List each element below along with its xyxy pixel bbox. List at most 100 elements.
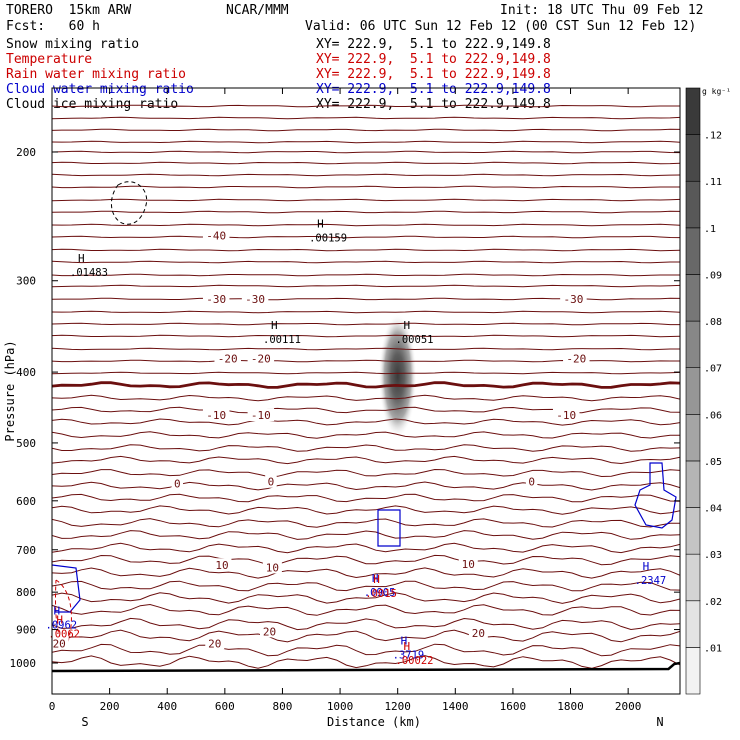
x-tick-label: 800 [273,700,293,713]
y-tick-label: 900 [16,624,36,637]
maximum-value-label: .00159 [309,232,347,244]
y-tick-label: 400 [16,366,36,379]
isotherm-line [52,580,680,592]
x-tick-label: 1000 [327,700,354,713]
isotherm-line [52,185,680,189]
colorbar-tick-label: .02 [704,597,722,608]
colorbar-bin [685,227,701,275]
x-tick-label: 2000 [615,700,642,713]
field-xy-cloud-water: XY= 222.9, 5.1 to 222.9,149.8 [316,82,551,97]
isotherm-line [52,481,680,491]
maximum-marker: H [404,319,411,332]
north-label: N [656,715,663,729]
isotherm-label: 10 [266,561,279,574]
isotherm-label: 20 [263,625,276,638]
isotherm-line [52,455,680,465]
cloud-water-contour [377,509,401,547]
isotherm-line [52,629,680,643]
isotherm-line [52,518,680,528]
maximum-marker: H [643,560,650,573]
colorbar-bin [685,367,701,415]
y-tick-label: 800 [16,586,36,599]
y-tick-label: 700 [16,544,36,557]
colorbar-tick-label: .03 [704,550,722,561]
colorbar-tick-label: .07 [704,364,722,375]
isotherm-label: -30 [206,293,226,306]
y-tick-label: 500 [16,437,36,450]
isotherm-line [52,334,680,338]
isotherm-label: 0 [174,477,181,490]
isotherm-label: -10 [556,409,576,422]
x-tick-label: 1600 [500,700,527,713]
isotherm-label: 0 [268,476,275,489]
isotherm-label-bg [262,560,282,574]
y-tick-label: 200 [16,146,36,159]
isotherm-label-bg [49,636,69,650]
isotherm-label: 0 [528,476,535,489]
isotherm-label-bg [205,636,225,650]
isotherm-line [52,444,680,452]
colorbar-tick-label: .1 [704,224,716,235]
isotherm-line [52,468,680,478]
isotherm-label-bg [241,292,269,306]
isotherm-label-bg [468,626,488,640]
isotherm-line [52,394,680,402]
isotherm-label-bg [202,228,230,242]
isotherm-label: 10 [215,559,228,572]
maximum-marker: H [404,640,411,653]
maximum-marker: H [271,319,278,332]
maximum-value-label: .0905 [364,587,396,599]
isotherm-label-bg [458,556,478,570]
isotherm-line [52,235,680,239]
isotherm-line [52,322,680,326]
x-tick-label: 400 [157,700,177,713]
isotherm-label-bg [202,292,230,306]
colorbar-bin [685,414,701,462]
isotherm-line [52,431,680,439]
maximum-value-label: .00022 [396,655,434,667]
isotherm-label-bg [212,558,232,572]
isotherm-label: 20 [208,637,221,650]
isotherm-label: -30 [245,293,265,306]
isotherm-label-bg [171,476,184,490]
isotherm-line [52,530,680,540]
isotherm-label: -20 [566,352,586,365]
maximum-value-label: .01483 [70,267,108,279]
isotherm-line [52,418,680,426]
plot-frame [51,87,681,695]
isotherm-label-bg [214,351,241,365]
colorbar-bin [685,507,701,555]
maximum-marker: H [372,572,379,585]
isotherm-line [52,493,680,503]
y-tick-label: 1000 [10,657,37,670]
field-xy-cloud-ice: XY= 222.9, 5.1 to 222.9,149.8 [316,97,551,112]
isotherm-label-bg [259,624,279,638]
isotherm-label-bg [552,408,580,422]
isotherm-line [52,273,680,277]
x-tick-label: 200 [100,700,120,713]
isotherm-line [52,173,680,177]
x-tick-label: 1200 [384,700,411,713]
maximum-value-label: .00051 [396,334,434,346]
x-tick-label: 1800 [557,700,584,713]
maximum-marker: H [317,217,324,230]
isotherm-label: -20 [218,352,238,365]
isotherm-line [52,643,680,657]
isotherm-label: 10 [462,558,475,571]
colorbar-tick-label: .08 [704,317,722,328]
colorbar-bin [685,274,701,322]
colorbar-bin [685,600,701,648]
cloud-water-contour [52,564,81,613]
colorbar-bin [685,87,701,135]
maximum-marker: H [54,604,61,617]
x-tick-label: 1400 [442,700,469,713]
field-xy-temperature: XY= 222.9, 5.1 to 222.9,149.8 [316,52,551,67]
model-title: TORERO 15km ARW [6,3,132,18]
colorbar-bin [685,320,701,368]
isotherm-line [52,603,680,616]
y-tick-label: 600 [16,495,36,508]
isotherm-label: -20 [251,352,271,365]
maximum-marker: H [401,635,408,648]
south-label: S [81,715,88,729]
